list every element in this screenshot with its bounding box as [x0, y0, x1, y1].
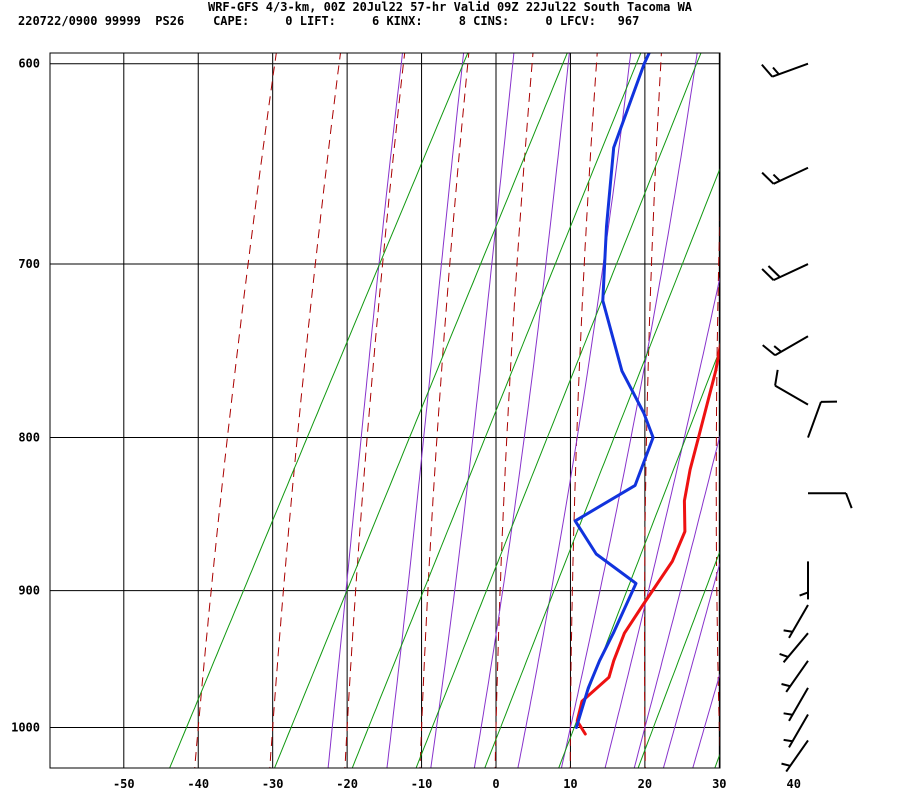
pressure-tick-label: 600	[18, 57, 40, 71]
wind-barb	[761, 62, 809, 78]
wind-barb-column	[761, 62, 853, 773]
plot-frame	[49, 52, 721, 769]
wind-barb-staff	[774, 335, 809, 357]
wind-barb-half-feather	[779, 653, 789, 658]
plot-background	[50, 53, 720, 768]
moist-adiabat-line	[560, 53, 698, 768]
wind-barb-staff	[788, 604, 809, 639]
wind-barb-full-feather	[762, 344, 776, 357]
dry-adiabat-line	[715, 194, 720, 768]
wind-barb	[807, 400, 838, 438]
temperature-tick-label: -50	[113, 777, 135, 791]
wind-barb	[783, 713, 809, 748]
pressure-tick-label: 1000	[11, 721, 40, 735]
wind-barb-half-feather	[783, 712, 793, 716]
dewpoint-profile-line	[573, 53, 655, 729]
wind-barb-staff	[774, 384, 809, 406]
pressure-tick-label: 900	[18, 584, 40, 598]
wind-barb-staff	[771, 62, 809, 78]
wind-barb	[761, 263, 809, 282]
wind-barb-half-feather	[781, 683, 791, 688]
moist-adiabat-line	[662, 560, 720, 768]
wind-barb	[779, 632, 809, 663]
temperature-tick-label: -20	[336, 777, 358, 791]
wind-barb-staff	[788, 713, 809, 748]
mixing-ratio-line	[351, 53, 642, 768]
moist-adiabat-line	[473, 53, 570, 768]
dry-adiabat-line	[419, 53, 470, 768]
wind-barb-half-feather	[781, 762, 791, 767]
wind-barb-half-feather	[799, 591, 809, 597]
dry-adiabat-line	[494, 53, 534, 768]
wind-barb-full-feather	[767, 265, 781, 278]
pressure-temperature-grid	[50, 53, 720, 768]
dry-adiabat-line	[194, 53, 277, 768]
wind-barb	[781, 660, 809, 693]
wind-barb-full-feather	[761, 63, 774, 78]
wind-barb-staff	[807, 401, 822, 438]
temperature-profile-line	[575, 339, 720, 736]
wind-barb-staff	[773, 263, 809, 282]
dry-adiabat-line	[644, 53, 662, 768]
wind-barb	[774, 369, 809, 406]
wind-barb-staff	[773, 166, 809, 185]
moist-adiabat-line	[327, 53, 403, 768]
wind-barb	[783, 687, 809, 722]
sounding-stats: 220722/0900 99999 PS26 CAPE: 0 LIFT: 6 K…	[18, 14, 640, 28]
moist-adiabat-line	[604, 274, 720, 768]
temperature-tick-label: -40	[187, 777, 209, 791]
wind-barb-full-feather	[774, 369, 779, 386]
wind-barb-full-feather	[761, 268, 775, 281]
moist-adiabat-line	[745, 0, 900, 791]
mixing-ratio-line	[484, 167, 720, 768]
wind-barb	[808, 492, 853, 509]
pressure-tick-label: 800	[18, 431, 40, 445]
wind-barb	[781, 739, 809, 773]
mixing-ratio-line	[273, 53, 568, 768]
temperature-tick-label: 40	[787, 777, 801, 791]
temperature-tick-label: 10	[563, 777, 577, 791]
sounding-profiles	[573, 53, 720, 736]
wind-barb-full-feather	[845, 492, 853, 509]
temperature-tick-label: 20	[638, 777, 652, 791]
chart-title: WRF-GFS 4/3-km, 00Z 20Jul22 57-hr Valid …	[207, 0, 693, 14]
dry-adiabat-line	[569, 53, 598, 768]
wind-barb-staff	[785, 660, 809, 693]
mixing-ratio-line	[415, 53, 702, 768]
temperature-axis: -50 -40 -30 -20 -10 0 10 20 30 40	[113, 777, 801, 791]
moist-adiabat-line	[633, 432, 720, 768]
wind-barb-half-feather	[773, 345, 782, 353]
temperature-tick-label: -30	[262, 777, 284, 791]
temperature-tick-label: 0	[492, 777, 499, 791]
mixing-ratio-line	[169, 53, 469, 768]
wind-barb-half-feather	[783, 738, 793, 743]
pressure-axis: 4005006007008009001000	[11, 57, 40, 735]
mixing-ratio-line	[637, 549, 720, 768]
dry-adiabat-line	[269, 53, 341, 768]
wind-barb-full-feather	[761, 171, 775, 185]
temperature-tick-label: -10	[411, 777, 433, 791]
wind-barb-half-feather	[772, 173, 781, 182]
wind-barb-half-feather	[783, 629, 793, 633]
mixing-ratio-line	[714, 752, 720, 768]
dry-adiabats	[194, 0, 879, 791]
wind-barb-staff	[788, 687, 809, 722]
dry-adiabat-line	[344, 53, 406, 768]
wind-barb	[762, 335, 809, 357]
wind-barb-staff	[782, 632, 809, 663]
moist-adiabat-line	[430, 53, 515, 768]
wind-barb-half-feather	[772, 66, 780, 75]
wind-barb	[783, 604, 809, 639]
pressure-tick-label: 700	[18, 257, 40, 271]
temperature-tick-label: 30	[712, 777, 726, 791]
moist-adiabat-line	[517, 53, 632, 768]
wind-barb	[761, 166, 809, 185]
dry-adiabat-line	[853, 0, 879, 791]
wind-barb	[799, 561, 809, 600]
moist-adiabat-line	[715, 0, 900, 791]
